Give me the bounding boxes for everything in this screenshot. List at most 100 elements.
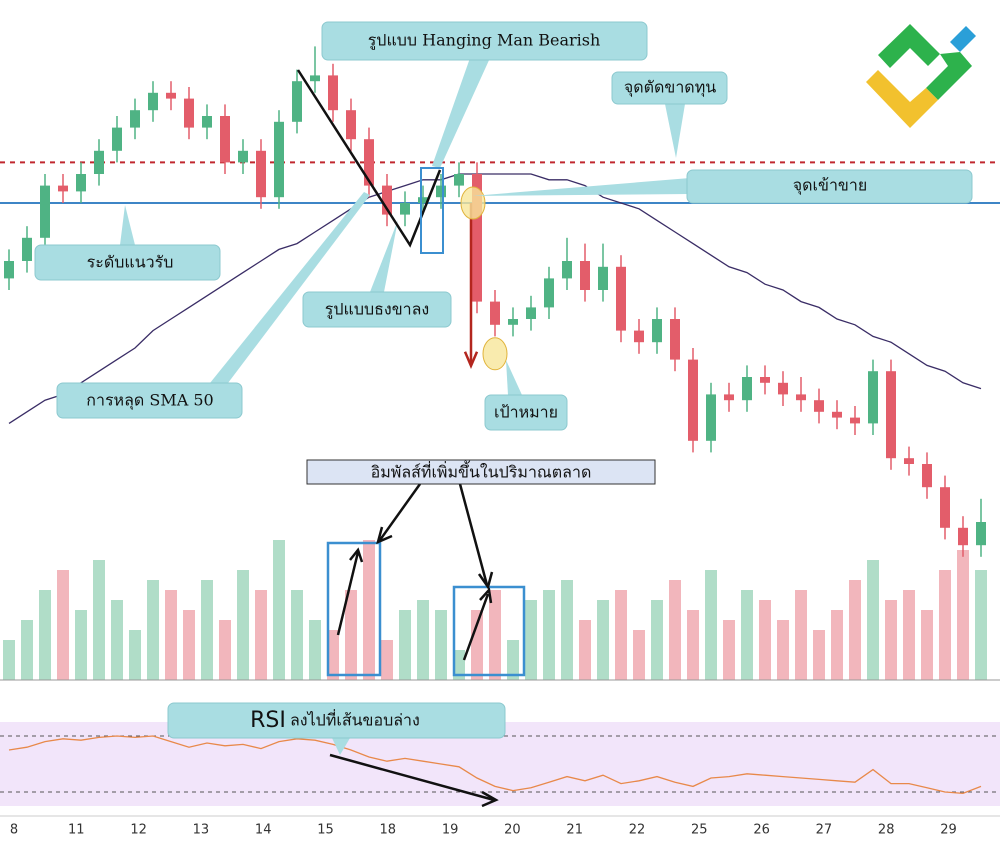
volume-bar [957, 550, 969, 680]
volume-bar [93, 560, 105, 680]
callout [306, 459, 656, 485]
candle-body [850, 417, 860, 424]
candle-body [454, 174, 464, 186]
volume-bar [777, 620, 789, 680]
candle-body [562, 261, 572, 279]
volume-bar [687, 610, 699, 680]
candle-body [58, 185, 68, 192]
volume-bar [885, 600, 897, 680]
volume-bar [399, 610, 411, 680]
candle-body [832, 411, 842, 418]
candle-body [292, 81, 302, 122]
candle-body [328, 75, 338, 111]
volume-bar [237, 570, 249, 680]
x-tick-label: 19 [442, 823, 459, 838]
arrows [329, 483, 499, 808]
volume-bar [57, 570, 69, 680]
candle-body [922, 464, 932, 488]
logo [866, 24, 976, 128]
candle-body [724, 394, 734, 401]
x-tick-label: 29 [940, 823, 957, 838]
volume-bar [597, 600, 609, 680]
volume-box [326, 541, 382, 677]
callout-text: การหลุด SMA 50 [86, 391, 213, 411]
volume-bar [795, 590, 807, 680]
volume-bar [381, 640, 393, 680]
volume-bar [507, 640, 519, 680]
candle-body [688, 359, 698, 441]
volume-bar [219, 620, 231, 680]
volume-bar [615, 590, 627, 680]
pointer [506, 360, 522, 395]
drop-arrowhead [463, 351, 479, 369]
volume-bar [759, 600, 771, 680]
volume-bar [741, 590, 753, 680]
pointer [472, 178, 690, 196]
candle-body [184, 98, 194, 128]
candle-body [976, 522, 986, 546]
candle-body [706, 394, 716, 441]
callout-text: เป้าหมาย [494, 403, 558, 422]
volume-bar [21, 620, 33, 680]
candle-body [148, 92, 158, 111]
candle-body [220, 116, 230, 163]
candle-body [130, 110, 140, 128]
candle-body [112, 127, 122, 151]
plot: 8 11 12 13 14 15 18 19 20 21 22 25 26 27 28 29 [0, 46, 1000, 838]
entry-point [460, 186, 486, 220]
candle-body [904, 458, 914, 464]
x-tick-label: 15 [317, 823, 334, 838]
x-tick-label: 21 [566, 823, 583, 838]
callout-strong: RSI [250, 708, 286, 733]
callout-text: จุดตัดขาดทุน [624, 78, 716, 98]
candle-body [490, 301, 500, 325]
pointer [432, 58, 490, 168]
x-tick-label: 13 [193, 823, 210, 838]
callout-text: จุดเข้าขาย [793, 176, 867, 196]
volume-bar [273, 540, 285, 680]
candle-body [274, 121, 284, 198]
volume-bar [363, 540, 375, 680]
volume-bar [255, 590, 267, 680]
rsi-line [8, 735, 982, 795]
volume-bar [129, 630, 141, 680]
candle-body [742, 377, 752, 401]
candle-body [256, 150, 266, 198]
candle-body [238, 150, 248, 163]
pointer [665, 104, 685, 158]
callout-text: ระดับแนวรับ [87, 253, 174, 272]
candle-body [814, 400, 824, 412]
volume-bar [201, 580, 213, 680]
candle-body [346, 110, 356, 140]
volume-bar [327, 630, 339, 680]
x-tick-label: 26 [753, 823, 770, 838]
candle-body [166, 92, 176, 99]
volume-bar [903, 590, 915, 680]
x-tick-label: 25 [691, 823, 708, 838]
callout-text: อิมพัลส์ที่เพิ่มขึ้นในปริมาณตลาด [371, 461, 592, 482]
x-tick-label: 8 [10, 823, 18, 838]
volume-bar [579, 620, 591, 680]
candle-body [796, 394, 806, 401]
volume-bar [309, 620, 321, 680]
volume-bar [525, 600, 537, 680]
candle-body [670, 319, 680, 360]
candle-body [886, 371, 896, 459]
target-point [482, 337, 508, 371]
volume-bar [849, 580, 861, 680]
volume-bar [417, 600, 429, 680]
candle-body [202, 116, 212, 128]
candle-body [580, 261, 590, 290]
x-tick-label: 11 [68, 823, 85, 838]
candle-body [508, 319, 518, 325]
volume-bar [165, 590, 177, 680]
callout-text: รูปแบบธงขาลง [325, 300, 430, 320]
callout-text: ลงไปที่เส้นขอบล่าง [290, 709, 420, 730]
candle-body [22, 237, 32, 261]
callout-text: รูปแบบ Hanging Man Bearish [368, 31, 601, 51]
callout [686, 169, 973, 204]
candle-body [76, 174, 86, 192]
volume-bar [111, 600, 123, 680]
volume-bar [345, 590, 357, 680]
x-tick-label: 22 [629, 823, 646, 838]
